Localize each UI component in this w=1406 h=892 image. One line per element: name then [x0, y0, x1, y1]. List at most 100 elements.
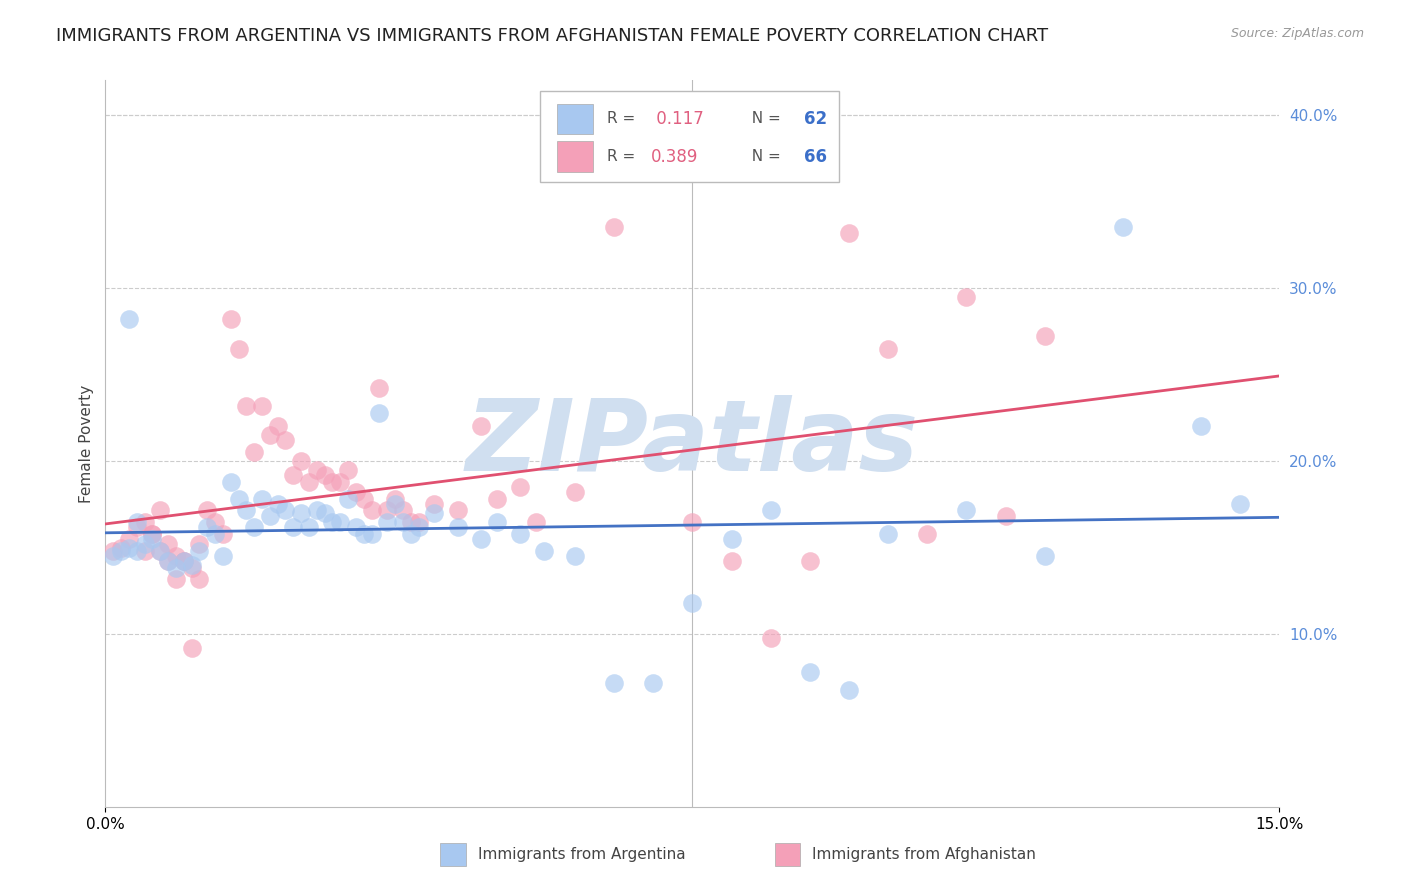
Text: 0.117: 0.117	[651, 110, 704, 128]
FancyBboxPatch shape	[540, 91, 839, 182]
Point	[180, 561, 202, 575]
Point	[423, 497, 446, 511]
Point	[408, 515, 430, 529]
Point	[994, 509, 1017, 524]
Text: 66: 66	[804, 147, 827, 166]
Point	[955, 290, 977, 304]
Point	[103, 549, 125, 564]
Point	[564, 485, 586, 500]
Point	[141, 526, 163, 541]
Point	[125, 520, 148, 534]
Point	[235, 399, 257, 413]
Point	[157, 537, 180, 551]
Point	[188, 572, 211, 586]
Point	[681, 515, 703, 529]
Point	[524, 515, 547, 529]
Point	[266, 419, 288, 434]
Text: R =: R =	[607, 112, 640, 127]
Point	[173, 554, 195, 568]
Point	[399, 526, 422, 541]
Text: 0.389: 0.389	[651, 147, 699, 166]
Point	[195, 502, 218, 516]
Point	[470, 419, 492, 434]
Point	[157, 554, 180, 568]
Point	[274, 434, 297, 448]
Point	[344, 485, 367, 500]
Point	[134, 515, 156, 529]
Point	[195, 520, 218, 534]
Text: ZIPatlas: ZIPatlas	[465, 395, 920, 492]
Text: 62: 62	[804, 110, 827, 128]
Point	[259, 428, 281, 442]
Point	[290, 454, 312, 468]
Point	[877, 526, 900, 541]
Point	[134, 544, 156, 558]
Point	[681, 596, 703, 610]
Point	[564, 549, 586, 564]
Point	[446, 520, 468, 534]
Point	[329, 475, 352, 489]
Point	[149, 544, 172, 558]
Point	[110, 544, 132, 558]
Point	[165, 549, 187, 564]
Point	[180, 640, 202, 655]
Point	[141, 526, 163, 541]
Point	[314, 467, 336, 482]
Point	[485, 492, 508, 507]
Point	[353, 526, 375, 541]
Point	[298, 475, 321, 489]
Point	[235, 502, 257, 516]
Bar	[775, 843, 800, 866]
Point	[1033, 329, 1056, 343]
Point	[337, 492, 360, 507]
Point	[243, 445, 266, 459]
Point	[470, 532, 492, 546]
Point	[759, 502, 782, 516]
Point	[298, 520, 321, 534]
Point	[375, 515, 398, 529]
Point	[110, 541, 132, 555]
Point	[384, 497, 406, 511]
Point	[1112, 220, 1135, 235]
Point	[321, 475, 343, 489]
Point	[399, 515, 422, 529]
Point	[799, 665, 821, 680]
Point	[188, 544, 211, 558]
Point	[250, 492, 273, 507]
Text: N =: N =	[742, 112, 786, 127]
Text: IMMIGRANTS FROM ARGENTINA VS IMMIGRANTS FROM AFGHANISTAN FEMALE POVERTY CORRELAT: IMMIGRANTS FROM ARGENTINA VS IMMIGRANTS …	[56, 27, 1049, 45]
Point	[211, 526, 233, 541]
Point	[360, 526, 382, 541]
Point	[211, 549, 233, 564]
Point	[173, 554, 195, 568]
Point	[219, 312, 242, 326]
Point	[141, 532, 163, 546]
Point	[305, 463, 328, 477]
Point	[955, 502, 977, 516]
Bar	[557, 141, 593, 172]
Point	[720, 554, 742, 568]
Point	[509, 526, 531, 541]
Point	[353, 492, 375, 507]
Point	[799, 554, 821, 568]
Point	[118, 532, 141, 546]
Point	[533, 544, 555, 558]
Point	[485, 515, 508, 529]
Point	[173, 554, 195, 568]
Point	[118, 541, 141, 555]
Point	[720, 532, 742, 546]
Point	[368, 381, 391, 395]
Point	[305, 502, 328, 516]
Point	[259, 509, 281, 524]
Point	[219, 475, 242, 489]
Point	[157, 554, 180, 568]
Point	[838, 682, 860, 697]
Point	[759, 631, 782, 645]
Point	[165, 572, 187, 586]
Point	[149, 544, 172, 558]
Point	[125, 544, 148, 558]
Point	[250, 399, 273, 413]
Bar	[557, 103, 593, 134]
Point	[118, 312, 141, 326]
Bar	[440, 843, 465, 866]
